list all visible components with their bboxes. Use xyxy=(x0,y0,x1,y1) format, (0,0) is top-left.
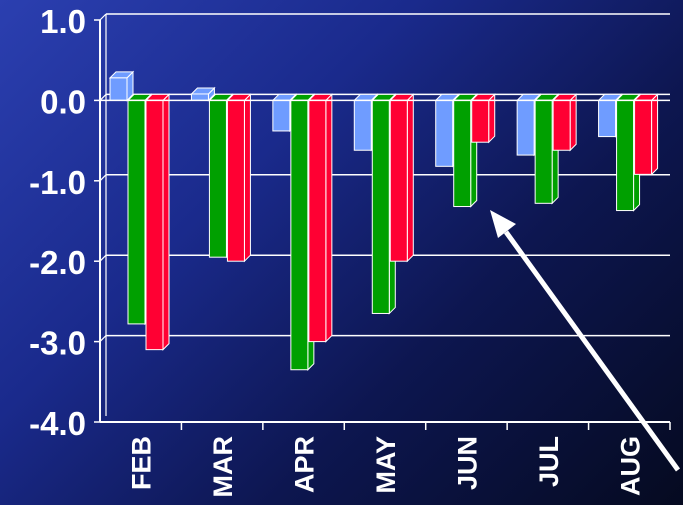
bar-aug-series-3 xyxy=(633,93,659,176)
x-tick-label-may: MAY xyxy=(371,436,401,494)
y-tick-label: 0.0 xyxy=(40,83,86,120)
bar-front xyxy=(534,99,553,204)
bar-feb-series-1 xyxy=(108,70,135,102)
bar-side xyxy=(488,93,496,144)
bar-front xyxy=(552,99,571,151)
bar-front xyxy=(109,77,128,101)
bar-feb-series-3 xyxy=(144,93,171,351)
arrow-shaft xyxy=(503,230,681,472)
bar-front xyxy=(634,99,653,175)
bar-front xyxy=(290,99,309,371)
bar-front xyxy=(208,99,227,258)
annotation-arrow xyxy=(490,210,681,472)
bar-front xyxy=(371,99,390,314)
bar-front xyxy=(435,99,454,167)
bar-side xyxy=(651,93,659,176)
bar-side xyxy=(325,93,333,343)
x-tick-label-aug: AUG xyxy=(615,436,645,496)
bar-front xyxy=(516,99,535,156)
y-tick-label: 1.0 xyxy=(40,3,86,40)
bar-front xyxy=(471,99,490,143)
bar-front xyxy=(127,99,146,325)
y-tick-label: -3.0 xyxy=(29,325,86,362)
x-tick-label-feb: FEB xyxy=(127,436,157,490)
bar-jun-series-3 xyxy=(470,93,496,144)
bar-front xyxy=(308,99,327,343)
bar-front xyxy=(453,99,472,208)
bar-side xyxy=(243,93,251,263)
x-tick-label-apr: APR xyxy=(290,436,320,493)
bar-front xyxy=(190,93,209,101)
bar-apr-series-3 xyxy=(307,93,334,343)
arrow-head xyxy=(490,210,516,238)
bar-front xyxy=(353,99,372,151)
bar-side xyxy=(569,93,577,152)
bar-side xyxy=(162,93,170,351)
x-tick-label-jul: JUL xyxy=(534,436,564,487)
bar-front xyxy=(616,99,635,212)
y-tick-label: -1.0 xyxy=(29,164,86,201)
bar-mar-series-1 xyxy=(190,86,216,102)
bar-side xyxy=(406,93,414,263)
y-tick-label: -2.0 xyxy=(29,244,86,281)
y-tick-label: -4.0 xyxy=(29,405,86,442)
bar-jul-series-3 xyxy=(551,93,578,152)
y-axis-ticks: 1.0 0.0 -1.0 -2.0 -3.0 -4.0 xyxy=(29,3,100,442)
gridline-corner xyxy=(99,13,107,21)
x-tick-label-mar: MAR xyxy=(208,436,238,498)
x-axis-labels: FEB MAR APR MAY JUN JUL AUG xyxy=(127,436,646,498)
bar-front xyxy=(272,99,291,132)
bar-mar-series-3 xyxy=(226,93,252,263)
axes xyxy=(99,14,671,430)
bar-front xyxy=(598,99,617,138)
bar-may-series-3 xyxy=(389,93,415,263)
bars xyxy=(108,70,659,371)
bar-front xyxy=(226,99,245,262)
x-tick-label-jun: JUN xyxy=(452,436,482,490)
bar-front xyxy=(389,99,408,262)
bar-front xyxy=(145,99,164,351)
